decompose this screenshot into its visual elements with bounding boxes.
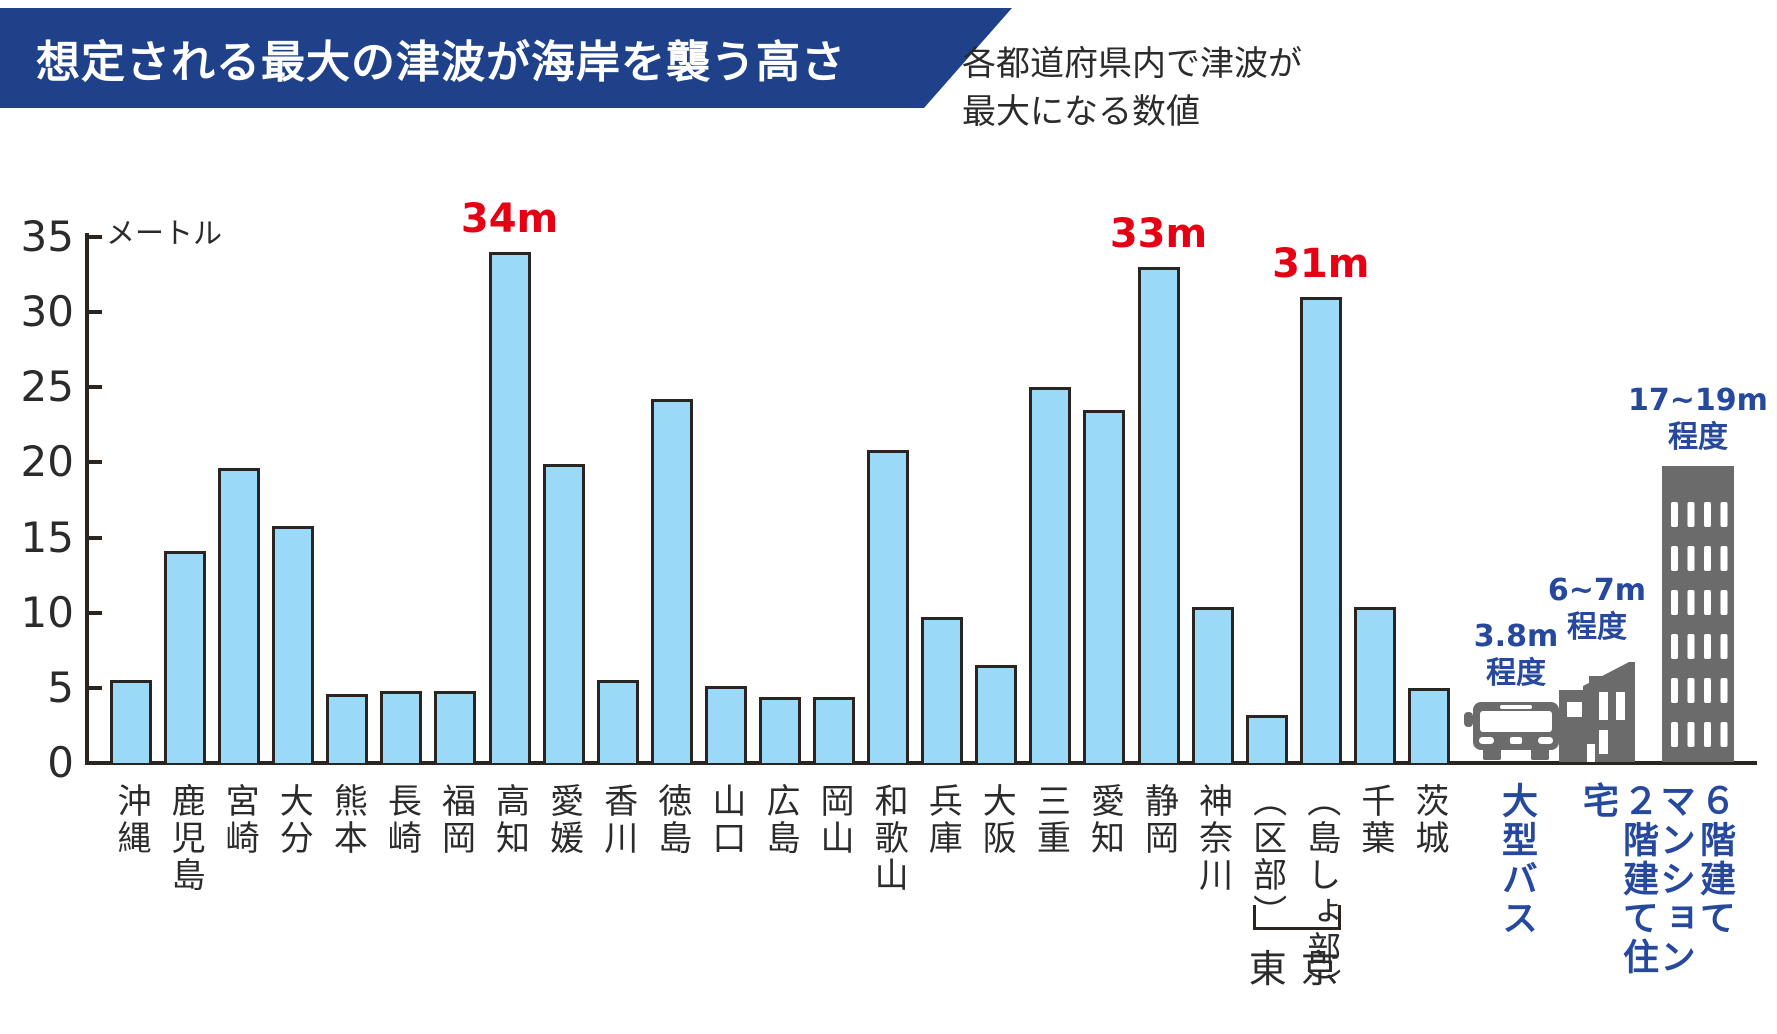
- y-tick-mark: [89, 460, 102, 465]
- bar-鹿児島: [164, 551, 207, 763]
- x-category-label: 神奈川: [1192, 783, 1233, 894]
- x-category-label: 静岡: [1138, 783, 1179, 857]
- x-category-label: 沖縄: [111, 783, 151, 857]
- x-category-label: 徳島: [651, 783, 692, 857]
- x-category-label: 兵庫: [922, 783, 963, 857]
- y-axis-line: [85, 233, 89, 765]
- bar-沖縄: [110, 680, 152, 763]
- y-tick-label: 5: [47, 662, 74, 712]
- bar-静岡: [1137, 267, 1180, 763]
- bar-value-label: 34m: [460, 195, 559, 242]
- y-tick-mark: [89, 310, 102, 315]
- bar-岡山: [813, 696, 856, 763]
- bar-value-label: 33m: [1109, 211, 1208, 257]
- tokyo-group-label: 東京: [1248, 947, 1353, 991]
- bus-icon: [1464, 702, 1568, 762]
- x-category-label: 長崎: [381, 783, 422, 857]
- x-category-label: 愛知: [1084, 783, 1125, 857]
- bar-長崎: [380, 690, 423, 763]
- bar-千葉: [1353, 606, 1396, 763]
- house-icon: [1559, 656, 1635, 762]
- x-category-label: 鹿児島: [165, 783, 206, 894]
- bar-神奈川: [1191, 606, 1234, 763]
- x-category-label: 高知: [489, 783, 530, 857]
- reference-name-label: ６階建て マンション: [1654, 782, 1735, 977]
- bar-大阪: [975, 665, 1018, 763]
- reference-name-label: 大型バス: [1496, 782, 1537, 938]
- x-category-label: 大阪: [976, 783, 1017, 857]
- x-category-label: 和歌山: [868, 783, 909, 894]
- x-category-label: 熊本: [327, 783, 368, 857]
- bar-高知: [488, 251, 531, 763]
- y-tick-label: 30: [20, 287, 74, 337]
- y-tick-mark: [89, 685, 102, 690]
- y-axis-unit-label: メートル: [106, 216, 223, 250]
- y-tick-label: 10: [20, 587, 74, 637]
- bar-三重: [1029, 387, 1072, 763]
- reference-name-label: ２階建て住宅: [1577, 782, 1658, 977]
- x-axis-baseline: [85, 761, 1757, 765]
- y-tick-mark: [89, 535, 102, 540]
- x-category-label: 大分: [273, 783, 314, 857]
- reference-height-label: 6~7m 程度: [1547, 573, 1647, 645]
- bar-value-label: 31m: [1272, 241, 1370, 288]
- y-tick-mark: [89, 610, 102, 615]
- x-category-label: 山口: [705, 783, 746, 857]
- x-category-label: 香川: [597, 783, 638, 857]
- bar-愛媛: [542, 463, 585, 763]
- bar-（区部）: [1245, 714, 1288, 763]
- bar-香川: [596, 680, 639, 763]
- bar-兵庫: [921, 617, 964, 763]
- chart-note: 各都道府県内で津波が 最大になる数値: [962, 44, 1302, 133]
- reference-height-label: 17~19m 程度: [1628, 383, 1768, 455]
- bar-福岡: [434, 690, 477, 763]
- bar-徳島: [650, 399, 693, 763]
- reference-height-label: 3.8m 程度: [1473, 619, 1559, 691]
- bar-愛知: [1083, 409, 1126, 763]
- bar-（島しょ部）: [1299, 297, 1342, 763]
- bar-和歌山: [867, 450, 910, 763]
- building-icon: [1662, 466, 1734, 762]
- y-tick-label: 35: [20, 211, 74, 261]
- x-category-label: 千葉: [1354, 783, 1395, 857]
- bar-茨城: [1407, 687, 1450, 763]
- x-category-label: 茨城: [1408, 783, 1449, 857]
- y-tick-label: 20: [20, 437, 74, 487]
- x-category-label: 岡山: [814, 783, 855, 857]
- y-tick-mark: [89, 385, 102, 390]
- x-category-label: 三重: [1030, 783, 1071, 857]
- tokyo-group-bracket: [1252, 905, 1341, 930]
- bar-熊本: [326, 693, 369, 763]
- y-tick-mark: [89, 234, 102, 239]
- x-category-label: 宮崎: [219, 783, 260, 857]
- page-title: 想定される最大の津波が海岸を襲う高さ: [36, 37, 846, 88]
- y-tick-label: 15: [20, 512, 74, 562]
- bar-大分: [272, 525, 315, 763]
- bar-宮崎: [218, 468, 261, 763]
- x-category-label: （島しょ部）: [1300, 783, 1341, 1005]
- x-category-label: 愛媛: [543, 783, 584, 857]
- y-tick-label: 0: [47, 738, 74, 787]
- x-category-label: 広島: [759, 783, 800, 857]
- x-category-label: 福岡: [435, 783, 476, 857]
- title-banner: 想定される最大の津波が海岸を襲う高さ: [0, 8, 1012, 108]
- bar-山口: [704, 686, 747, 763]
- bar-広島: [758, 696, 801, 763]
- y-tick-label: 25: [20, 362, 74, 412]
